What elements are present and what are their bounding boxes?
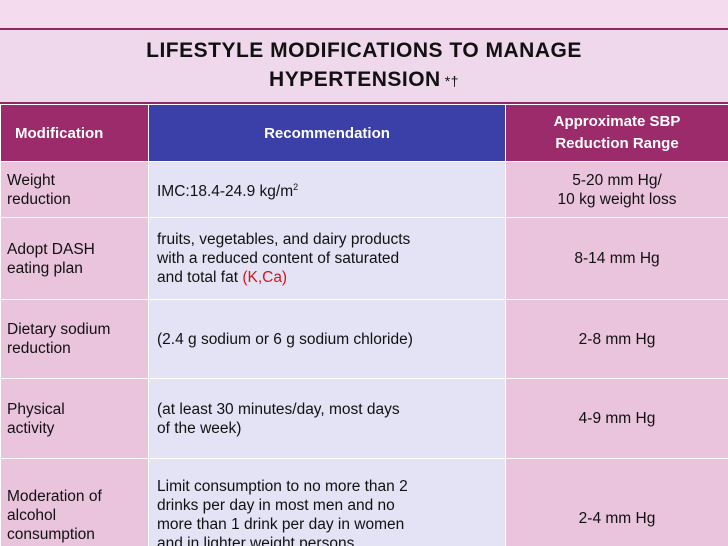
cell-line: Limit consumption to no more than 2 <box>157 478 408 495</box>
header-recommendation: Recommendation <box>148 104 506 162</box>
cell-modification: Adopt DASH eating plan <box>0 217 149 300</box>
title-box: LIFESTYLE MODIFICATIONS TO MANAGE HYPERT… <box>0 30 728 104</box>
cell-line: 10 kg weight loss <box>557 190 677 208</box>
cell-line: activity <box>7 419 55 437</box>
cell-line: alcohol <box>7 507 57 524</box>
table-row: Adopt DASH eating plan fruits, vegetable… <box>0 217 728 300</box>
cell-reduction: 5-20 mm Hg/ 10 kg weight loss <box>505 161 728 218</box>
cell-line: more than 1 drink per day in women <box>157 516 405 533</box>
cell-line: fruits, vegetables, and dairy products <box>157 231 411 248</box>
cell-line: (at least 30 minutes/day, most days <box>157 400 400 418</box>
cell-line: Physical <box>7 400 65 418</box>
table-row: Physical activity (at least 30 minutes/d… <box>0 378 728 459</box>
page-title-line2: HYPERTENSION *† <box>0 68 728 92</box>
cell-reduction: 4-9 mm Hg <box>505 378 728 459</box>
cell-text: and total fat <box>157 269 243 286</box>
table-row: Moderation of alcohol consumption Limit … <box>0 458 728 546</box>
cell-line: 2-4 mm Hg <box>578 510 656 527</box>
cell-recommendation: IMC:18.4-24.9 kg/m2 <box>148 161 506 218</box>
cell-line: and total fat (K,Ca) <box>157 268 499 287</box>
cell-line: 2-8 mm Hg <box>578 330 656 348</box>
table-row: Dietary sodium reduction (2.4 g sodium o… <box>0 299 728 379</box>
highlight-text: (K,Ca) <box>242 269 288 286</box>
cell-line: IMC:18.4-24.9 kg/m <box>157 183 294 201</box>
header-reduction: Approximate SBP Reduction Range <box>505 104 728 162</box>
cell-line: consumption <box>7 526 95 543</box>
page-title-line1: LIFESTYLE MODIFICATIONS TO MANAGE <box>146 39 582 62</box>
header-reduction-line2: Reduction Range <box>555 135 679 152</box>
cell-recommendation: fruits, vegetables, and dairy products w… <box>148 217 506 300</box>
cell-line: Weight <box>7 171 55 189</box>
cell-line: 5-20 mm Hg/ <box>572 171 662 189</box>
cell-reduction: 8-14 mm Hg <box>505 217 728 300</box>
cell-line: and in lighter weight persons <box>157 535 355 546</box>
cell-line: reduction <box>7 190 71 208</box>
cell-modification: Physical activity <box>0 378 149 459</box>
header-reduction-line1: Approximate SBP <box>553 113 681 130</box>
cell-reduction: 2-8 mm Hg <box>505 299 728 379</box>
cell-recommendation: Limit consumption to no more than 2 drin… <box>148 458 506 546</box>
cell-line: 8-14 mm Hg <box>574 250 660 267</box>
cell-line: eating plan <box>7 259 83 277</box>
cell-line: with a reduced content of saturated <box>157 250 400 267</box>
title-footnote-symbols: *† <box>444 73 459 89</box>
header-modification: Modification <box>0 104 149 162</box>
cell-line: of the week) <box>157 419 242 437</box>
cell-line: Dietary sodium <box>7 321 111 338</box>
lifestyle-table: Modification Recommendation Approximate … <box>0 104 728 546</box>
cell-recommendation: (2.4 g sodium or 6 g sodium chloride) <box>148 299 506 379</box>
cell-modification: Moderation of alcohol consumption <box>0 458 149 546</box>
cell-line: reduction <box>7 340 71 357</box>
cell-line: 4-9 mm Hg <box>578 410 656 427</box>
page-title-line2-text: HYPERTENSION <box>269 68 441 91</box>
cell-line: Moderation of <box>7 488 102 505</box>
cell-line: Adopt DASH <box>7 240 95 258</box>
cell-modification: Weight reduction <box>0 161 149 218</box>
cell-line: (2.4 g sodium or 6 g sodium chloride) <box>157 330 413 348</box>
top-band <box>0 0 728 30</box>
header-row: Modification Recommendation Approximate … <box>0 104 728 162</box>
superscript: 2 <box>293 181 299 192</box>
cell-modification: Dietary sodium reduction <box>0 299 149 379</box>
table-row: Weight reduction IMC:18.4-24.9 kg/m2 5-2… <box>0 161 728 218</box>
cell-line: drinks per day in most men and no <box>157 497 395 514</box>
cell-recommendation: (at least 30 minutes/day, most days of t… <box>148 378 506 459</box>
cell-reduction: 2-4 mm Hg <box>505 458 728 546</box>
